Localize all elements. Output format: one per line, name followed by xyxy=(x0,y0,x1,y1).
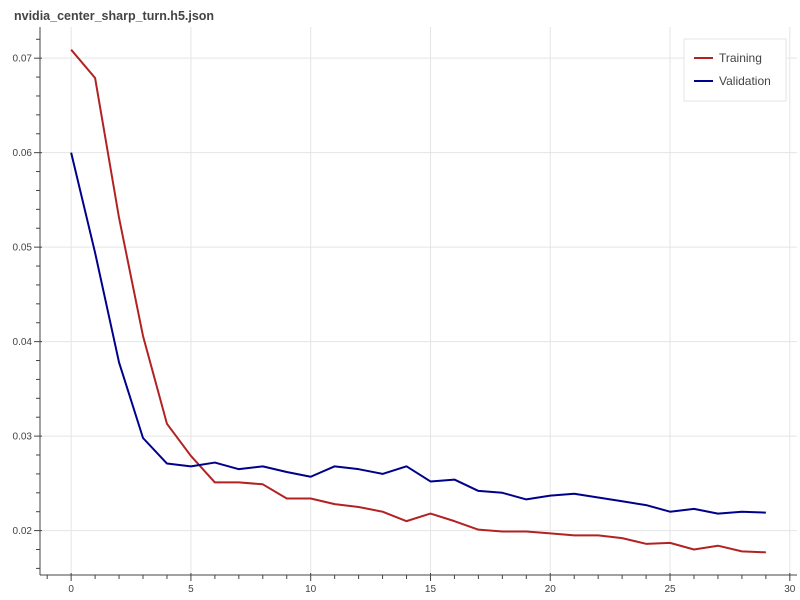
series-lines xyxy=(70,49,766,554)
axes: 0 5 10 15 20 25 30 0.02 0.03 0.04 0.05 0.06 0.07 xyxy=(13,27,797,595)
x-tick-label: 30 xyxy=(784,584,796,595)
series-line-training xyxy=(70,49,766,554)
x-tick-label: 0 xyxy=(68,584,74,595)
grid-lines xyxy=(40,27,797,575)
chart-title: nvidia_center_sharp_turn.h5.json xyxy=(14,9,215,23)
y-tick-label: 0.02 xyxy=(13,526,33,537)
x-tick-label: 10 xyxy=(305,584,317,595)
y-tick-label: 0.03 xyxy=(13,432,33,443)
legend-box xyxy=(683,38,787,102)
series-line-validation xyxy=(70,152,766,515)
x-tick-label: 15 xyxy=(425,584,437,595)
legend-label: Validation xyxy=(719,74,771,88)
x-tick-label: 5 xyxy=(188,584,194,595)
y-tick-label: 0.07 xyxy=(13,54,33,65)
legend: Training Validation xyxy=(683,38,787,102)
y-tick-label: 0.06 xyxy=(13,148,33,159)
x-tick-label: 20 xyxy=(545,584,557,595)
x-tick-label: 25 xyxy=(664,584,676,595)
y-tick-label: 0.05 xyxy=(13,243,33,254)
legend-label: Training xyxy=(719,51,762,65)
y-tick-label: 0.04 xyxy=(13,337,33,348)
